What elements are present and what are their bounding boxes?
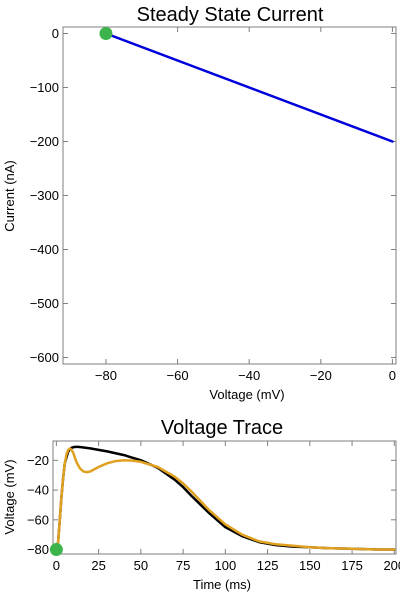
series-line-1 [104,32,394,143]
x-tick-label: 0 [53,558,60,573]
y-ticks: 0 −100 −200 −300 −400 −500 −600 [30,26,396,365]
y-axis-label: Voltage (mV) [2,459,17,534]
x-tick-label: −80 [95,368,117,383]
voltage-trace-chart: Voltage Trace 0 25 50 75 100 125 150 175 200 −20… [2,417,400,592]
x-tick-label: 75 [176,558,190,573]
y-ticks: −20 −40 −60 −80 [27,453,396,557]
x-tick-label: −60 [167,368,189,383]
y-tick-label: −600 [30,350,59,365]
x-ticks: −80 −60 −40 −20 0 [95,27,396,383]
marker-point [99,26,113,40]
plot-area [99,26,394,143]
x-tick-label: 175 [341,558,363,573]
x-tick-label: 25 [91,558,105,573]
y-tick-label: −200 [30,134,59,149]
y-tick-label: −40 [27,483,49,498]
x-tick-label: −40 [238,368,260,383]
y-tick-label: 0 [52,26,59,41]
y-tick-label: −400 [30,242,59,257]
x-tick-label: 0 [389,368,396,383]
x-tick-label: 125 [257,558,279,573]
steady-state-chart: Steady State Current −80 −60 −40 −20 0 0−100… [2,4,397,402]
y-axis-label: Current (nA) [2,160,17,232]
x-axis-label: Time (ms) [193,577,251,592]
y-tick-label: −300 [30,188,59,203]
chart-title: Voltage Trace [161,417,283,439]
plot-area [49,445,396,557]
y-tick-label: −500 [30,296,59,311]
y-tick-label: −60 [27,512,49,527]
x-tick-label: −20 [310,368,332,383]
x-tick-label: 200 [383,558,400,573]
series-line-2 [55,447,396,551]
y-tick-label: −100 [30,80,59,95]
chart-title: Steady State Current [137,4,324,26]
y-tick-label: −20 [27,453,49,468]
x-axis-label: Voltage (mV) [209,387,284,402]
x-ticks: 0 25 50 75 100 125 150 175 200 [53,441,400,573]
plot-frame [62,26,397,365]
plot-frame [52,440,397,555]
x-tick-label: 150 [299,558,321,573]
x-tick-label: 100 [214,558,236,573]
y-tick-label: −80 [27,542,49,557]
marker-point [49,543,63,557]
x-tick-label: 50 [134,558,148,573]
